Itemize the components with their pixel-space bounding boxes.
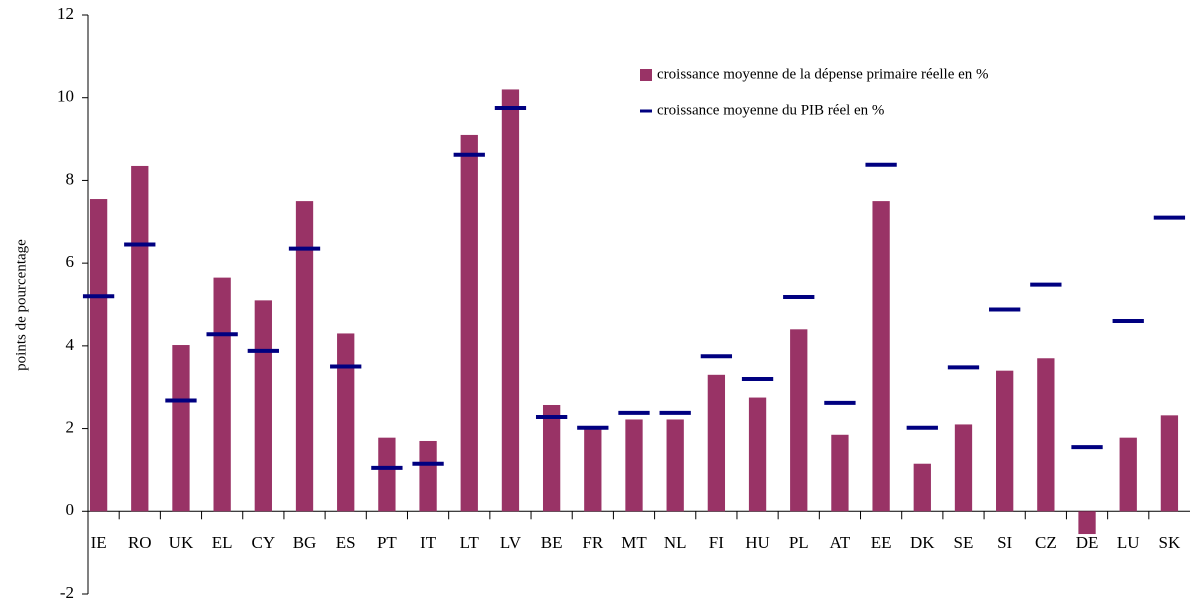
x-tick-label: NL: [664, 533, 687, 552]
bar: [831, 434, 849, 512]
bar: [625, 419, 643, 512]
bar: [748, 397, 767, 512]
x-tick-label: CY: [252, 533, 276, 552]
x-tick-label: EE: [871, 533, 892, 552]
bar: [460, 134, 478, 512]
x-tick-label: FI: [709, 533, 724, 552]
x-tick-label: LV: [500, 533, 522, 552]
bar: [707, 374, 726, 512]
x-tick-label: PL: [789, 533, 809, 552]
x-tick-label: SK: [1159, 533, 1181, 552]
x-tick-label: SE: [954, 533, 974, 552]
bar: [213, 277, 231, 512]
x-tick-label: LT: [460, 533, 480, 552]
x-tick-label: IE: [91, 533, 107, 552]
x-tick-label: UK: [169, 533, 194, 552]
bar: [501, 89, 520, 512]
x-tick-label: IT: [420, 533, 437, 552]
x-tick-label: BG: [293, 533, 317, 552]
x-tick-label: LU: [1117, 533, 1140, 552]
bar: [1078, 511, 1096, 535]
x-tick-label: BE: [541, 533, 563, 552]
bar: [295, 201, 314, 512]
legend-swatch: [640, 69, 652, 81]
x-tick-label: EL: [212, 533, 233, 552]
bar: [996, 370, 1014, 512]
y-tick-label: 8: [66, 169, 75, 188]
legend-label: croissance moyenne du PIB réel en %: [657, 102, 884, 118]
bar: [666, 419, 684, 512]
bar: [790, 329, 808, 512]
x-tick-label: AT: [830, 533, 851, 552]
y-axis-label: points de pourcentage: [13, 239, 29, 371]
y-tick-label: 12: [57, 4, 74, 23]
x-tick-label: HU: [745, 533, 770, 552]
x-tick-label: RO: [128, 533, 152, 552]
bar: [542, 404, 561, 512]
bar: [131, 165, 149, 512]
x-tick-label: ES: [336, 533, 356, 552]
bar: [337, 333, 355, 512]
x-tick-label: SI: [997, 533, 1012, 552]
bar: [1037, 358, 1055, 512]
bar: [89, 199, 108, 512]
y-tick-label: 0: [66, 500, 75, 519]
y-tick-label: 2: [66, 417, 75, 436]
bar: [1119, 437, 1137, 512]
x-tick-label: FR: [582, 533, 603, 552]
bar: [419, 440, 437, 512]
bar: [954, 424, 973, 512]
y-tick-label: 10: [57, 87, 74, 106]
y-tick-label: 4: [66, 335, 75, 354]
x-tick-label: CZ: [1035, 533, 1057, 552]
x-tick-label: DE: [1076, 533, 1099, 552]
bar: [584, 428, 602, 512]
bar: [172, 345, 190, 512]
legend-label: croissance moyenne de la dépense primair…: [657, 66, 989, 82]
bar: [254, 300, 272, 512]
x-tick-label: MT: [621, 533, 647, 552]
bar: [1160, 415, 1179, 512]
bar: [872, 201, 890, 512]
y-tick-label: -2: [60, 583, 74, 602]
y-tick-label: 6: [66, 252, 75, 271]
x-tick-label: DK: [910, 533, 935, 552]
x-tick-label: PT: [377, 533, 397, 552]
bar: [378, 437, 396, 512]
bar: [913, 463, 931, 512]
